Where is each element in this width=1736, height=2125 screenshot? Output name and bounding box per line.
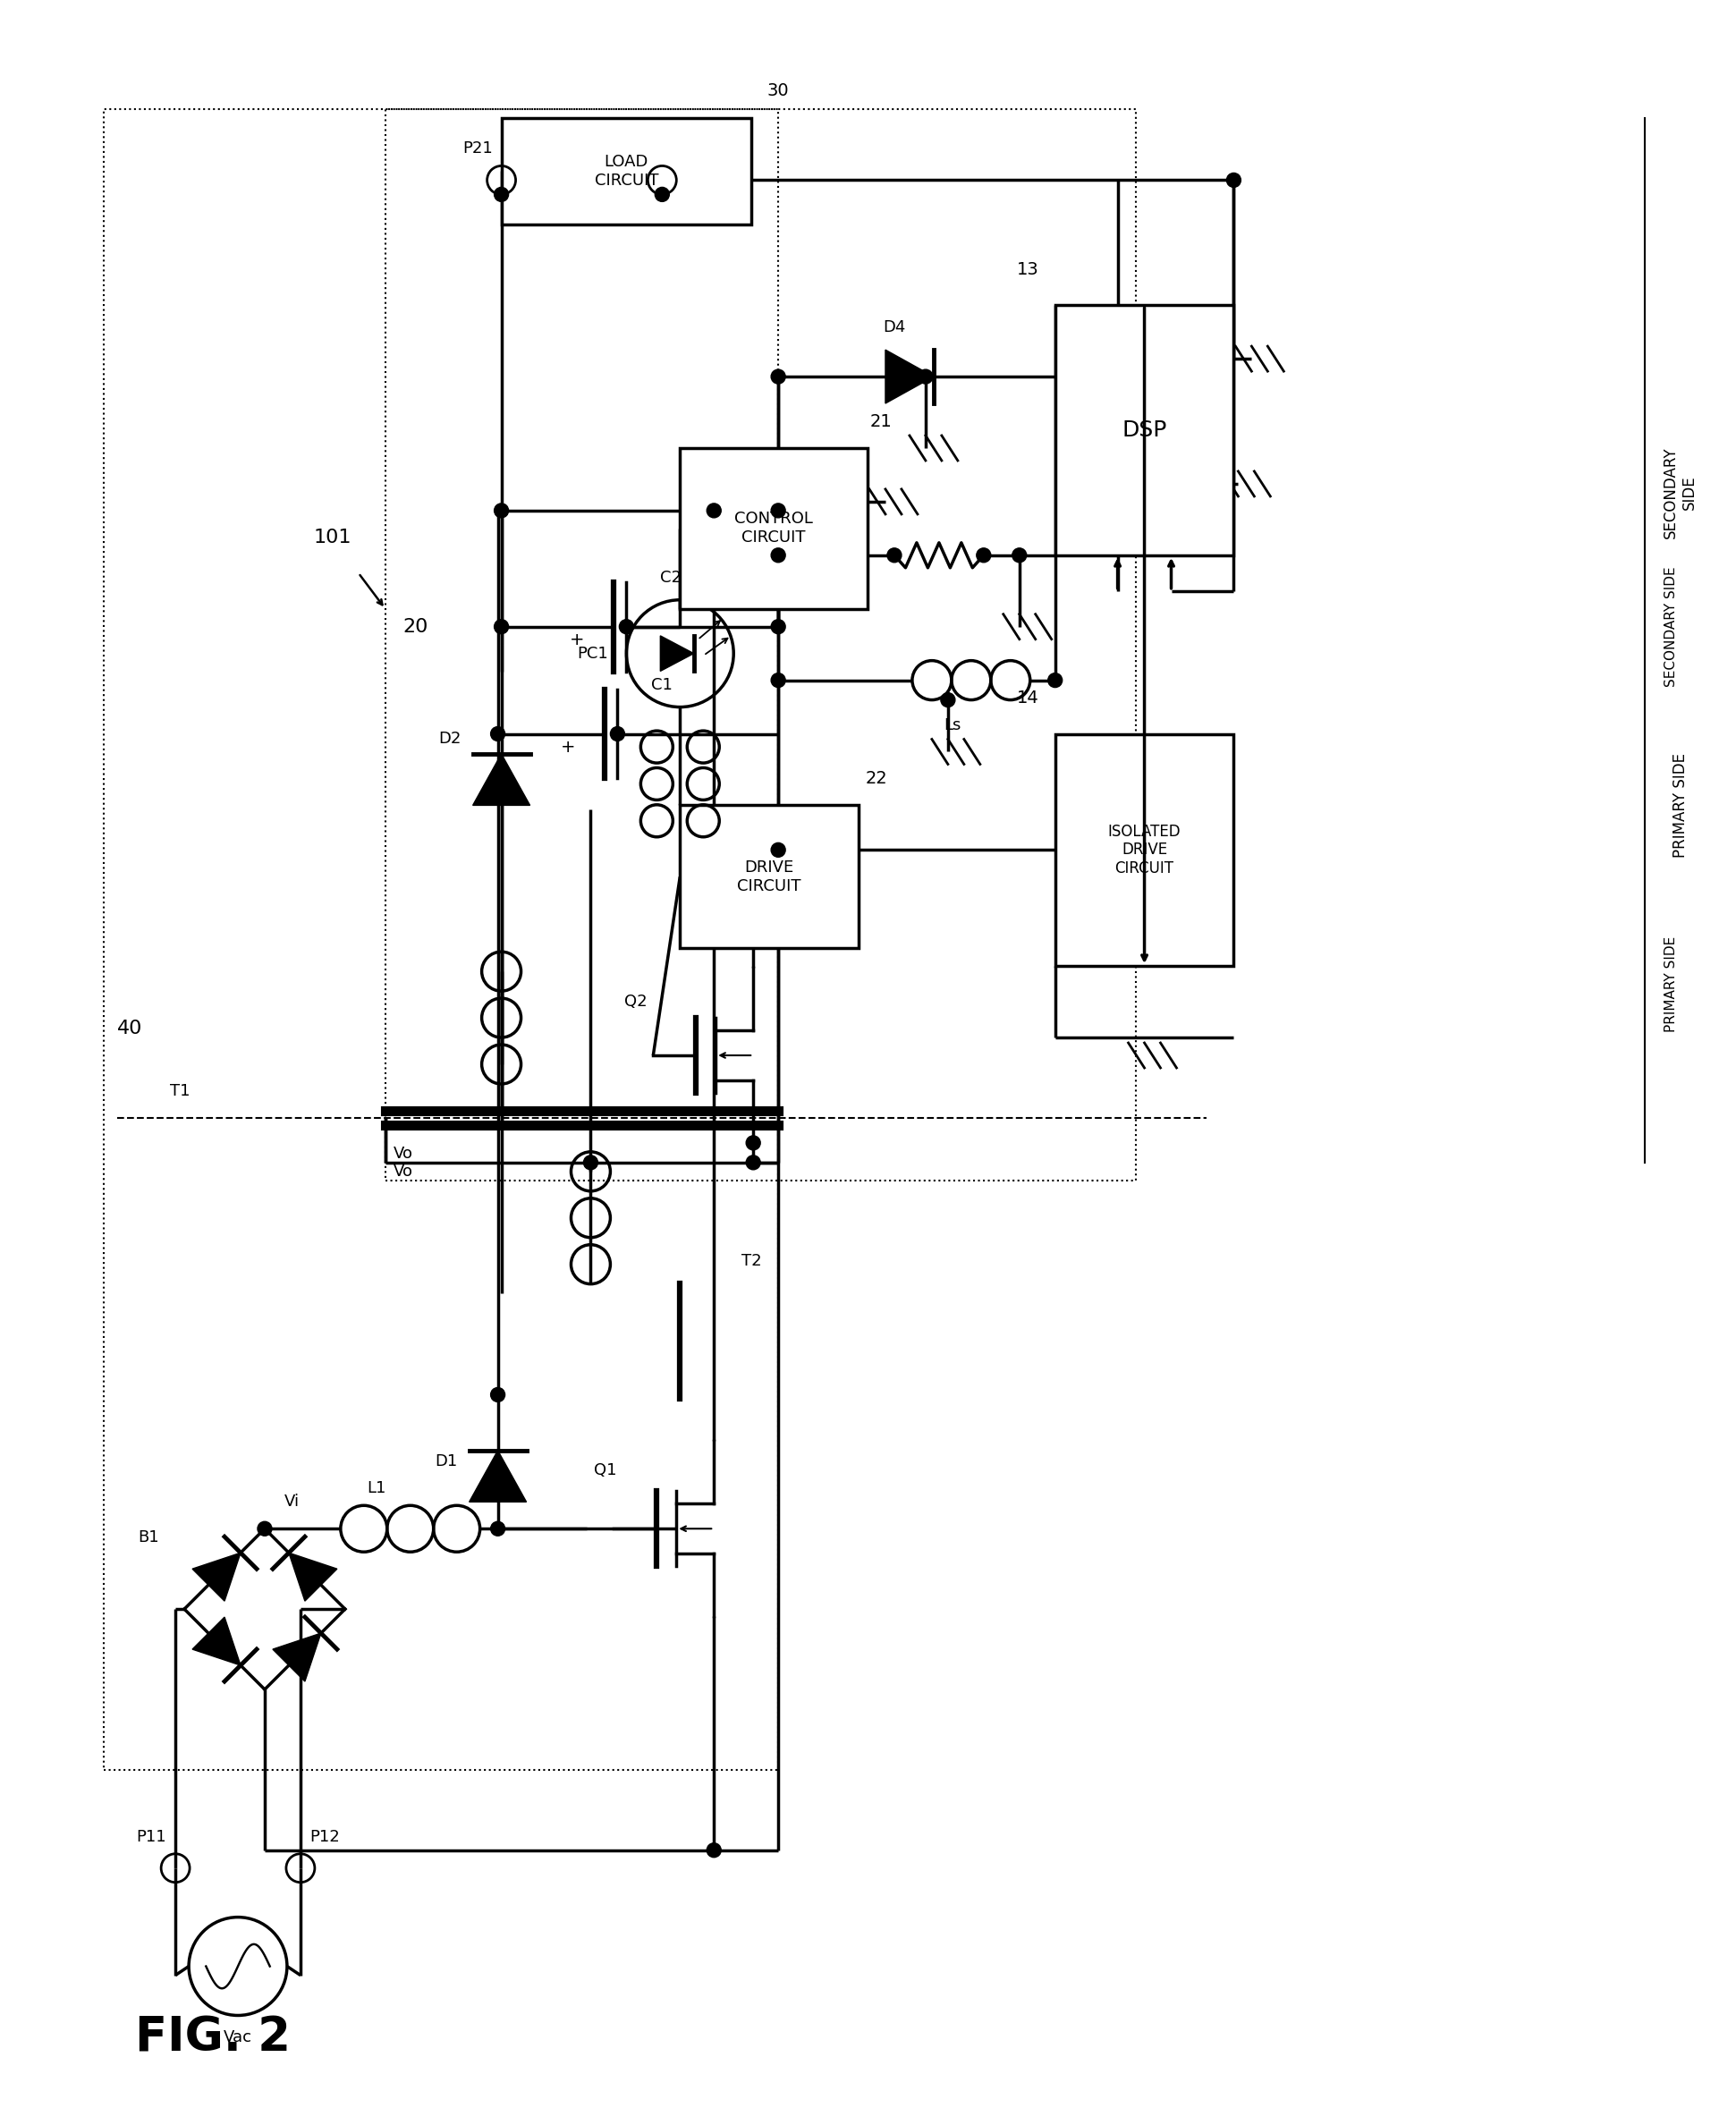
Circle shape — [1012, 548, 1026, 563]
Text: 30: 30 — [767, 83, 790, 100]
Circle shape — [491, 1522, 505, 1536]
Bar — [502, 117, 752, 225]
Text: C1: C1 — [651, 676, 674, 693]
Circle shape — [583, 1156, 597, 1169]
Text: T1: T1 — [170, 1084, 189, 1099]
Text: +: + — [569, 631, 585, 648]
Bar — [681, 805, 859, 948]
Text: L1: L1 — [366, 1481, 385, 1496]
Text: D1: D1 — [436, 1454, 458, 1470]
Circle shape — [495, 187, 509, 202]
Text: Ls: Ls — [944, 716, 962, 733]
Text: CONTROL
CIRCUIT: CONTROL CIRCUIT — [734, 512, 812, 546]
Bar — [681, 448, 868, 610]
Text: PC1: PC1 — [578, 646, 609, 661]
Text: P21: P21 — [462, 140, 493, 157]
Bar — [1055, 306, 1234, 555]
Text: D4: D4 — [884, 319, 906, 336]
Bar — [104, 108, 778, 1770]
Circle shape — [977, 548, 991, 563]
Polygon shape — [193, 1617, 241, 1666]
Text: 40: 40 — [118, 1020, 142, 1037]
Circle shape — [495, 620, 509, 633]
Text: DSP: DSP — [1121, 419, 1167, 440]
Polygon shape — [660, 635, 694, 672]
Text: D2: D2 — [439, 731, 462, 746]
Text: B1: B1 — [139, 1530, 160, 1545]
Circle shape — [771, 548, 785, 563]
Text: +: + — [561, 740, 576, 756]
Text: C2: C2 — [660, 570, 682, 587]
Circle shape — [771, 504, 785, 518]
Circle shape — [491, 727, 505, 742]
Polygon shape — [472, 754, 529, 805]
Circle shape — [941, 693, 955, 708]
Text: 20: 20 — [403, 618, 429, 635]
Circle shape — [654, 187, 670, 202]
Text: Q2: Q2 — [623, 995, 648, 1009]
Text: DRIVE
CIRCUIT: DRIVE CIRCUIT — [738, 859, 802, 895]
Text: P11: P11 — [137, 1830, 167, 1844]
Text: 21: 21 — [870, 412, 892, 429]
Text: Vo: Vo — [394, 1145, 413, 1162]
Text: Vo: Vo — [394, 1162, 413, 1179]
Circle shape — [771, 620, 785, 633]
Circle shape — [611, 727, 625, 742]
Text: PRIMARY SIDE: PRIMARY SIDE — [1672, 752, 1689, 858]
Bar — [1055, 733, 1234, 967]
Circle shape — [746, 1135, 760, 1150]
Polygon shape — [288, 1553, 337, 1600]
Circle shape — [771, 844, 785, 856]
Text: P12: P12 — [309, 1830, 340, 1844]
Text: FIG. 2: FIG. 2 — [135, 2014, 292, 2061]
Text: SECONDARY SIDE: SECONDARY SIDE — [1665, 567, 1679, 686]
Polygon shape — [273, 1634, 321, 1681]
Text: T2: T2 — [741, 1254, 762, 1269]
Text: P22: P22 — [672, 140, 701, 157]
Text: 101: 101 — [314, 529, 352, 546]
Circle shape — [707, 1842, 720, 1857]
Circle shape — [1227, 172, 1241, 187]
Circle shape — [257, 1522, 273, 1536]
Circle shape — [771, 370, 785, 385]
Text: 13: 13 — [1017, 261, 1040, 278]
Bar — [385, 108, 1135, 1179]
Text: Vac: Vac — [224, 2029, 252, 2046]
Text: PRIMARY SIDE: PRIMARY SIDE — [1665, 935, 1679, 1033]
Polygon shape — [193, 1553, 241, 1600]
Text: ISOLATED
DRIVE
CIRCUIT: ISOLATED DRIVE CIRCUIT — [1108, 822, 1180, 878]
Text: Q1: Q1 — [594, 1462, 616, 1479]
Circle shape — [491, 1388, 505, 1402]
Circle shape — [746, 1156, 760, 1169]
Polygon shape — [469, 1451, 526, 1502]
Circle shape — [918, 370, 932, 385]
Text: 14: 14 — [1017, 691, 1040, 708]
Circle shape — [771, 674, 785, 686]
Text: Vi: Vi — [285, 1494, 299, 1511]
Circle shape — [887, 548, 901, 563]
Circle shape — [495, 504, 509, 518]
Text: 22: 22 — [866, 769, 887, 786]
Circle shape — [1049, 674, 1062, 686]
Circle shape — [620, 620, 634, 633]
Text: SECONDARY
SIDE: SECONDARY SIDE — [1663, 446, 1698, 538]
Circle shape — [707, 504, 720, 518]
Polygon shape — [885, 351, 934, 404]
Text: LOAD
CIRCUIT: LOAD CIRCUIT — [594, 153, 658, 189]
